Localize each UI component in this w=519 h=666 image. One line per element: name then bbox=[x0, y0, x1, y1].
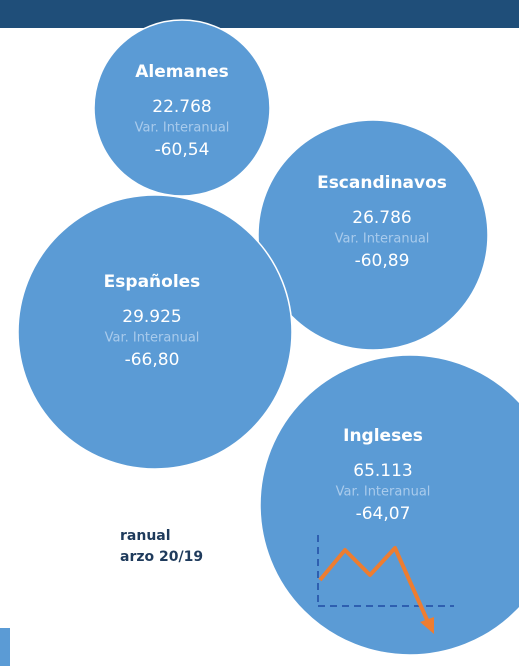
change-value: -60,89 bbox=[355, 251, 410, 271]
side-text: arzo 20/19 bbox=[120, 549, 203, 565]
corner-block bbox=[0, 628, 10, 666]
group-value: 26.786 bbox=[352, 208, 411, 228]
top-bar bbox=[0, 0, 519, 28]
group-value: 29.925 bbox=[122, 307, 181, 327]
change-label: Var. Interanual bbox=[336, 485, 431, 500]
group-value: 65.113 bbox=[353, 461, 412, 481]
bubble bbox=[259, 354, 519, 656]
side-text: ranual bbox=[120, 528, 171, 544]
trend-icon bbox=[317, 535, 454, 634]
group-name: Alemanes bbox=[135, 62, 228, 82]
group-name: Ingleses bbox=[343, 426, 423, 446]
change-value: -66,80 bbox=[125, 350, 180, 370]
change-value: -60,54 bbox=[155, 140, 210, 160]
change-value: -64,07 bbox=[356, 504, 411, 524]
change-label: Var. Interanual bbox=[335, 232, 430, 247]
group-name: Escandinavos bbox=[317, 173, 447, 193]
bubble bbox=[93, 19, 271, 197]
change-label: Var. Interanual bbox=[135, 121, 230, 136]
bubble bbox=[257, 119, 489, 351]
change-label: Var. Interanual bbox=[105, 331, 200, 346]
group-name: Españoles bbox=[104, 272, 201, 292]
bubble bbox=[17, 194, 293, 470]
group-value: 22.768 bbox=[152, 97, 211, 117]
